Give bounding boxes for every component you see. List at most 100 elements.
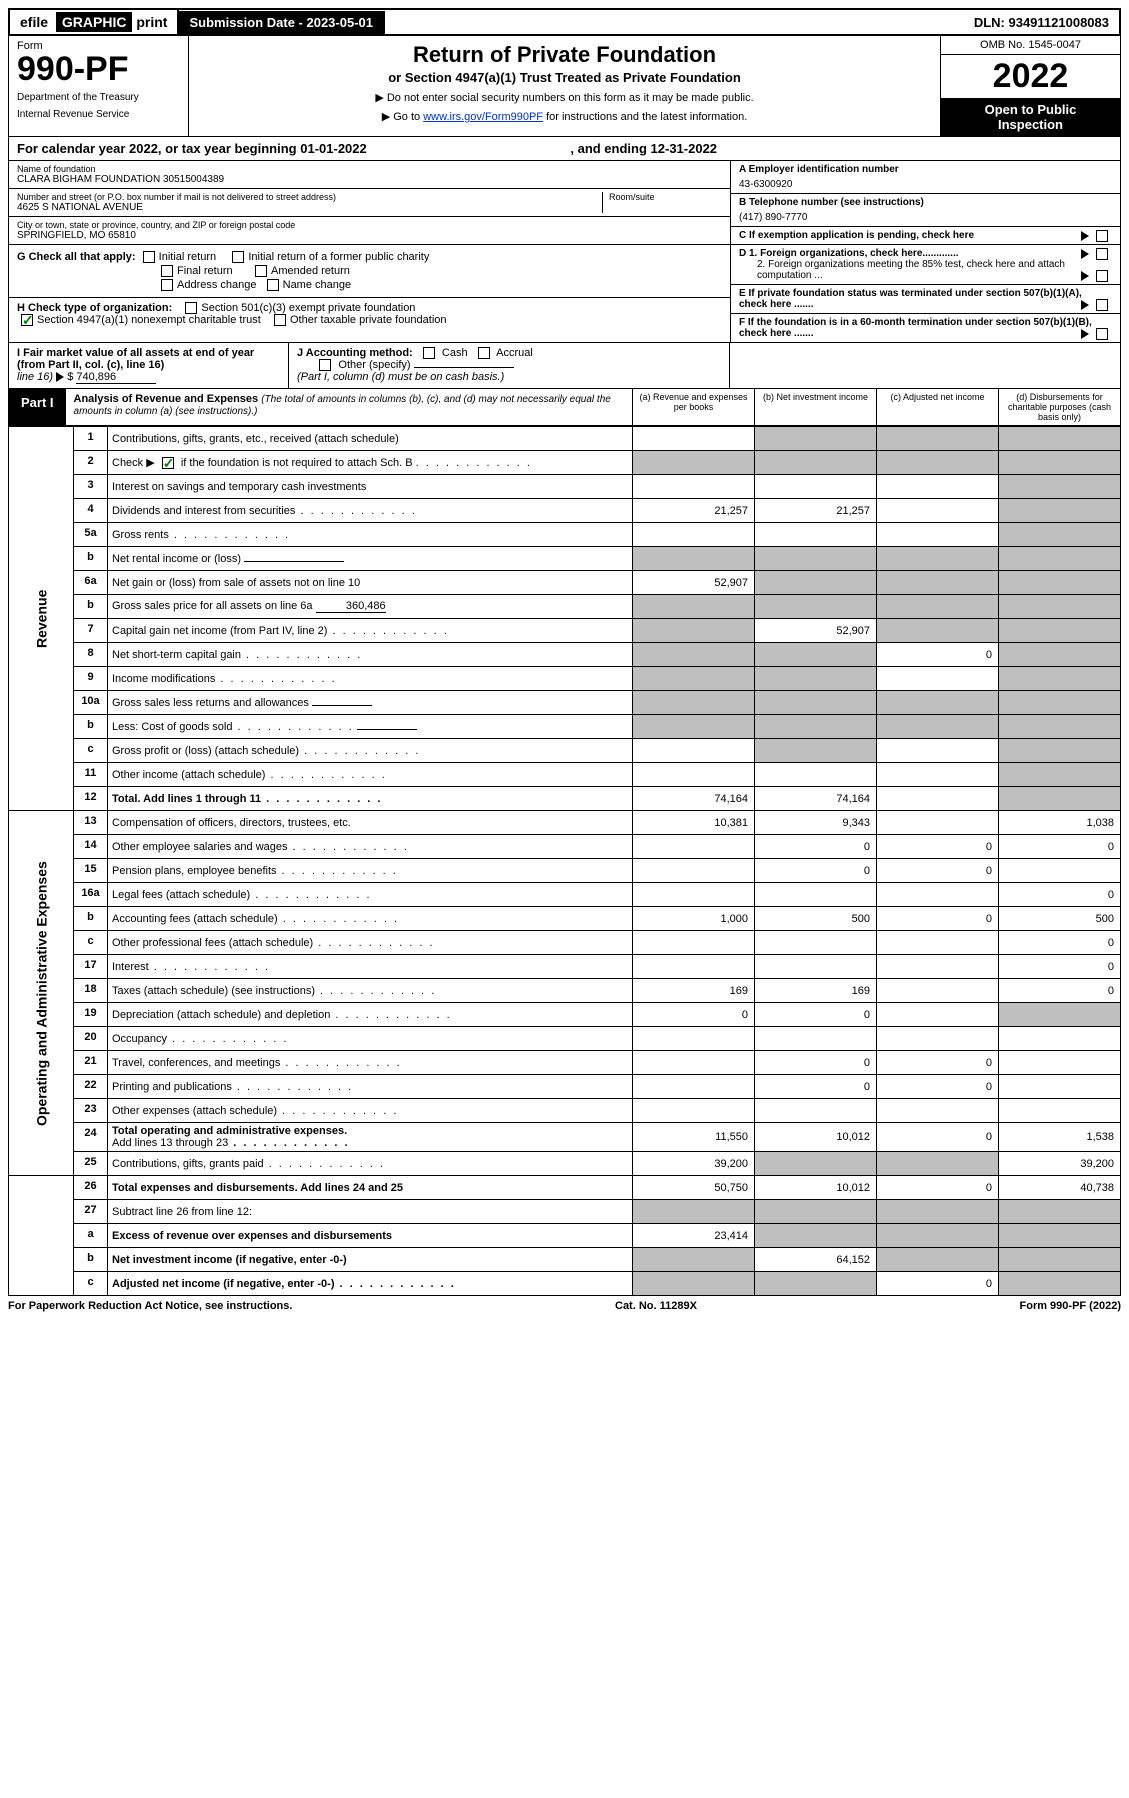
r10a-desc: Gross sales less returns and allowances bbox=[112, 697, 309, 709]
r16c-desc: Other professional fees (attach schedule… bbox=[112, 937, 313, 949]
r6b-desc: Gross sales price for all assets on line… bbox=[108, 595, 633, 619]
chk-501c3[interactable] bbox=[185, 302, 197, 314]
e-row: E If private foundation status was termi… bbox=[731, 285, 1120, 314]
chk-accrual[interactable] bbox=[478, 347, 490, 359]
g-label: G Check all that apply: bbox=[17, 251, 136, 263]
chk-amended[interactable] bbox=[255, 265, 267, 277]
chk-initial[interactable] bbox=[143, 251, 155, 263]
r24-t1: Total operating and administrative expen… bbox=[112, 1125, 347, 1137]
r26-desc: Total expenses and disbursements. Add li… bbox=[108, 1176, 633, 1200]
ein-row: A Employer identification number 43-6300… bbox=[731, 161, 1120, 194]
i-label: I Fair market value of all assets at end… bbox=[17, 347, 254, 371]
chk-4947[interactable] bbox=[21, 314, 33, 326]
r12-desc: Total. Add lines 1 through 11 bbox=[112, 793, 261, 805]
lbl-addr-change: Address change bbox=[177, 279, 257, 291]
h-checks: H Check type of organization: Section 50… bbox=[9, 297, 730, 330]
instr-link[interactable]: www.irs.gov/Form990PF bbox=[423, 111, 543, 123]
r10b-desc: Less: Cost of goods sold bbox=[112, 721, 232, 733]
table-row: 3Interest on savings and temporary cash … bbox=[9, 475, 1121, 499]
sidebar-opex: Operating and Administrative Expenses bbox=[9, 811, 74, 1176]
arrow-icon bbox=[1081, 329, 1089, 339]
chk-cash[interactable] bbox=[423, 347, 435, 359]
r6b-pre: Gross sales price for all assets on line… bbox=[112, 600, 313, 612]
chk-e[interactable] bbox=[1096, 299, 1108, 311]
r23-desc: Other expenses (attach schedule) bbox=[112, 1105, 277, 1117]
arrow-icon bbox=[56, 372, 64, 382]
r5b-desc: Net rental income or (loss) bbox=[112, 553, 241, 565]
r21-b: 0 bbox=[755, 1051, 877, 1075]
efile-label: efile bbox=[20, 14, 48, 30]
col-c-hdr: (c) Adjusted net income bbox=[876, 389, 998, 425]
chk-f[interactable] bbox=[1096, 328, 1108, 340]
omb-number: OMB No. 1545-0047 bbox=[941, 36, 1120, 55]
r18-desc: Taxes (attach schedule) (see instruction… bbox=[112, 985, 315, 997]
r10c-desc: Gross profit or (loss) (attach schedule) bbox=[112, 745, 299, 757]
chk-other-method[interactable] bbox=[319, 359, 331, 371]
tel-label: B Telephone number (see instructions) bbox=[739, 197, 1112, 208]
chk-schb[interactable] bbox=[162, 457, 174, 469]
r27c-desc: Adjusted net income (if negative, enter … bbox=[112, 1278, 334, 1290]
r16b-a: 1,000 bbox=[633, 907, 755, 931]
table-row: aExcess of revenue over expenses and dis… bbox=[9, 1224, 1121, 1248]
lbl-amended: Amended return bbox=[271, 265, 350, 277]
r24-d: 1,538 bbox=[999, 1123, 1121, 1152]
cal-end: 12-31-2022 bbox=[651, 141, 718, 156]
efile-block: efile GRAPHIC print bbox=[10, 10, 179, 34]
table-row: bAccounting fees (attach schedule) 1,000… bbox=[9, 907, 1121, 931]
city-value: SPRINGFIELD, MO 65810 bbox=[17, 230, 722, 241]
open-public: Open to Public Inspection bbox=[941, 98, 1120, 136]
cal-mid: , and ending bbox=[570, 141, 650, 156]
table-row: 9Income modifications bbox=[9, 667, 1121, 691]
table-row: 18Taxes (attach schedule) (see instructi… bbox=[9, 979, 1121, 1003]
foundation-name-row: Name of foundation CLARA BIGHAM FOUNDATI… bbox=[9, 161, 730, 189]
name-label: Name of foundation bbox=[17, 164, 722, 174]
table-row: 19Depreciation (attach schedule) and dep… bbox=[9, 1003, 1121, 1027]
instr-goto-post: for instructions and the latest informat… bbox=[543, 111, 747, 123]
r22-desc: Printing and publications bbox=[112, 1081, 232, 1093]
form-number: 990-PF bbox=[17, 52, 180, 86]
table-row: b Gross sales price for all assets on li… bbox=[9, 595, 1121, 619]
f-label: F If the foundation is in a 60-month ter… bbox=[739, 317, 1092, 339]
tel-value: (417) 890-7770 bbox=[739, 208, 1112, 223]
table-row: bLess: Cost of goods sold bbox=[9, 715, 1121, 739]
r12-b: 74,164 bbox=[755, 787, 877, 811]
form-header: Form 990-PF Department of the Treasury I… bbox=[8, 36, 1121, 137]
chk-name-change[interactable] bbox=[267, 279, 279, 291]
r2-desc: Check ▶ if the foundation is not require… bbox=[108, 451, 633, 475]
table-row: Revenue 1Contributions, gifts, grants, e… bbox=[9, 427, 1121, 451]
name-value: CLARA BIGHAM FOUNDATION 30515004389 bbox=[17, 174, 722, 185]
chk-d1[interactable] bbox=[1096, 248, 1108, 260]
r13-a: 10,381 bbox=[633, 811, 755, 835]
chk-other-tax[interactable] bbox=[274, 314, 286, 326]
r16a-desc: Legal fees (attach schedule) bbox=[112, 889, 250, 901]
dln: DLN: 93491121008083 bbox=[964, 11, 1119, 34]
chk-addr-change[interactable] bbox=[161, 279, 173, 291]
chk-initial-former[interactable] bbox=[232, 251, 244, 263]
table-row: 20Occupancy bbox=[9, 1027, 1121, 1051]
graphic-label: GRAPHIC bbox=[56, 12, 133, 32]
r20-desc: Occupancy bbox=[112, 1033, 167, 1045]
chk-d2[interactable] bbox=[1096, 270, 1108, 282]
print-label[interactable]: print bbox=[136, 14, 167, 30]
r6a-desc: Net gain or (loss) from sale of assets n… bbox=[108, 571, 633, 595]
city-row: City or town, state or province, country… bbox=[9, 217, 730, 245]
r24-t2: Add lines 13 through 23 bbox=[112, 1137, 228, 1149]
c-row: C If exemption application is pending, c… bbox=[731, 227, 1120, 245]
room-label: Room/suite bbox=[609, 192, 722, 202]
r27a-a: 23,414 bbox=[633, 1224, 755, 1248]
page-footer: For Paperwork Reduction Act Notice, see … bbox=[8, 1296, 1121, 1316]
sidebar-revenue: Revenue bbox=[9, 427, 74, 811]
open-public-2: Inspection bbox=[941, 117, 1120, 132]
e-label: E If private foundation status was termi… bbox=[739, 288, 1082, 310]
j-block: J Accounting method: Cash Accrual Other … bbox=[289, 343, 730, 388]
table-row: 8Net short-term capital gain 0 bbox=[9, 643, 1121, 667]
r6b-val: 360,486 bbox=[316, 600, 386, 613]
r27b-desc: Net investment income (if negative, ente… bbox=[108, 1248, 633, 1272]
r4-b: 21,257 bbox=[755, 499, 877, 523]
lbl-4947: Section 4947(a)(1) nonexempt charitable … bbox=[37, 314, 261, 326]
chk-final[interactable] bbox=[161, 265, 173, 277]
lbl-501c3: Section 501(c)(3) exempt private foundat… bbox=[201, 302, 415, 314]
r7-b: 52,907 bbox=[755, 619, 877, 643]
part1-desc: Analysis of Revenue and Expenses (The to… bbox=[66, 389, 632, 425]
chk-c[interactable] bbox=[1096, 230, 1108, 242]
